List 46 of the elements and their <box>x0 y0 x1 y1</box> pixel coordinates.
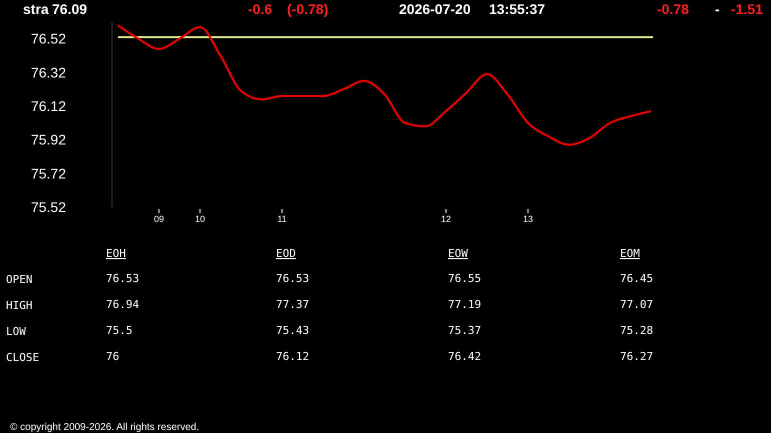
x-tick-label: 13 <box>522 214 534 224</box>
category-label: LOW <box>6 325 26 338</box>
y-tick-label: 75.92 <box>30 132 66 148</box>
text: 77.19 <box>448 298 482 311</box>
category-label: EOH <box>106 247 126 260</box>
text: -0.78 <box>657 1 690 17</box>
text: -0.6 <box>248 1 272 17</box>
text: © copyright 2009-2026. All rights reserved. <box>10 422 200 433</box>
text: 76 <box>106 350 120 363</box>
category-label: OPEN <box>6 273 32 286</box>
category-label: CLOSE <box>6 351 40 364</box>
text: 2026-07-20 <box>399 1 471 17</box>
text: 75.37 <box>448 324 482 337</box>
text: 76.09 <box>52 1 88 17</box>
text: 76.94 <box>106 298 140 311</box>
chart-title: stra <box>23 1 49 17</box>
x-tick-label: 11 <box>277 214 287 224</box>
y-tick-label: 76.32 <box>30 64 66 80</box>
x-tick-label: 09 <box>154 214 164 224</box>
x-tick-label: 10 <box>194 214 206 224</box>
text: 76.45 <box>620 272 654 285</box>
text: 76.55 <box>448 272 482 285</box>
text: 76.53 <box>276 272 310 285</box>
text: 75.5 <box>106 324 132 337</box>
text: 75.28 <box>620 324 654 337</box>
x-tick-label: 12 <box>440 214 452 224</box>
text: -1.51 <box>731 1 764 17</box>
category-label: EOM <box>620 247 640 260</box>
text: 75.43 <box>276 324 310 337</box>
y-tick-label: 75.72 <box>30 165 66 182</box>
y-tick-label: 76.52 <box>30 30 66 47</box>
text: 77.07 <box>620 298 654 311</box>
category-label: HIGH <box>6 299 32 312</box>
text: - <box>715 1 720 17</box>
y-tick-label: 76.12 <box>30 98 66 114</box>
line-series <box>116 24 652 146</box>
category-label: EOD <box>276 247 296 260</box>
text: (-0.78) <box>287 1 328 17</box>
text: 13:55:37 <box>489 1 546 17</box>
category-label: EOW <box>448 247 468 260</box>
text: 76.53 <box>106 272 140 285</box>
text: 76.42 <box>448 350 482 363</box>
text: 76.27 <box>620 350 654 363</box>
text: 77.37 <box>276 298 310 311</box>
text: 76.12 <box>276 350 310 363</box>
y-tick-label: 75.52 <box>30 198 66 215</box>
